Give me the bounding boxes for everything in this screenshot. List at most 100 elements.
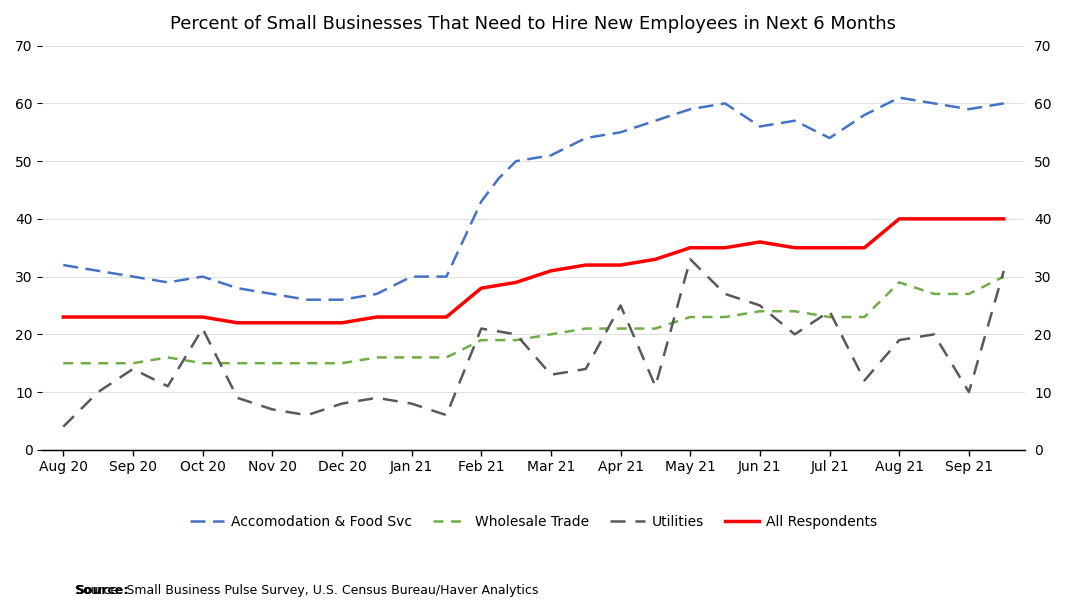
Wholesale Trade: [858, 313, 871, 321]
Legend: Accomodation & Food Svc, Wholesale Trade, Utilities, All Respondents: Accomodation & Food Svc, Wholesale Trade…: [185, 509, 882, 534]
Utilities: [684, 256, 697, 263]
Line: All Respondents: All Respondents: [63, 219, 1004, 323]
All Respondents: [649, 256, 662, 263]
Utilities: [266, 406, 278, 413]
Wholesale Trade: [440, 354, 452, 361]
Accomodation & Food Svc: [544, 152, 557, 159]
Accomodation & Food Svc: [858, 112, 871, 119]
Wholesale Trade: [962, 290, 975, 298]
Accomodation & Food Svc: [492, 175, 505, 182]
All Respondents: [127, 313, 140, 321]
Accomodation & Food Svc: [266, 290, 278, 298]
Wholesale Trade: [475, 336, 488, 344]
All Respondents: [57, 313, 69, 321]
Wholesale Trade: [753, 308, 766, 315]
Utilities: [998, 267, 1010, 275]
Accomodation & Food Svc: [232, 284, 244, 291]
Wholesale Trade: [370, 354, 383, 361]
Utilities: [370, 395, 383, 402]
Wholesale Trade: [196, 359, 209, 367]
Accomodation & Food Svc: [998, 100, 1010, 107]
All Respondents: [301, 319, 314, 327]
All Respondents: [510, 279, 523, 286]
All Respondents: [719, 244, 732, 251]
Accomodation & Food Svc: [893, 94, 906, 101]
Utilities: [127, 365, 140, 373]
Wholesale Trade: [579, 325, 592, 332]
Utilities: [335, 400, 348, 407]
Wholesale Trade: [615, 325, 627, 332]
Accomodation & Food Svc: [127, 273, 140, 280]
Accomodation & Food Svc: [649, 117, 662, 124]
Utilities: [753, 302, 766, 309]
Wholesale Trade: [789, 308, 801, 315]
Utilities: [161, 382, 174, 390]
Utilities: [579, 365, 592, 373]
All Respondents: [335, 319, 348, 327]
All Respondents: [196, 313, 209, 321]
All Respondents: [544, 267, 557, 275]
All Respondents: [823, 244, 835, 251]
Utilities: [927, 331, 940, 338]
Utilities: [196, 325, 209, 332]
Utilities: [823, 308, 835, 315]
All Respondents: [789, 244, 801, 251]
Accomodation & Food Svc: [335, 296, 348, 304]
Utilities: [649, 382, 662, 390]
Wholesale Trade: [335, 359, 348, 367]
Wholesale Trade: [823, 313, 835, 321]
All Respondents: [266, 319, 278, 327]
Wholesale Trade: [232, 359, 244, 367]
All Respondents: [858, 244, 871, 251]
Accomodation & Food Svc: [92, 267, 105, 275]
Utilities: [858, 377, 871, 384]
All Respondents: [440, 313, 452, 321]
All Respondents: [161, 313, 174, 321]
All Respondents: [962, 215, 975, 222]
Utilities: [57, 423, 69, 430]
Accomodation & Food Svc: [57, 261, 69, 268]
All Respondents: [615, 261, 627, 268]
All Respondents: [684, 244, 697, 251]
All Respondents: [927, 215, 940, 222]
Utilities: [475, 325, 488, 332]
Accomodation & Food Svc: [753, 123, 766, 130]
Accomodation & Food Svc: [579, 135, 592, 142]
Wholesale Trade: [266, 359, 278, 367]
Title: Percent of Small Businesses That Need to Hire New Employees in Next 6 Months: Percent of Small Businesses That Need to…: [171, 15, 896, 33]
Accomodation & Food Svc: [962, 105, 975, 113]
Accomodation & Food Svc: [510, 158, 523, 165]
Wholesale Trade: [927, 290, 940, 298]
Accomodation & Food Svc: [719, 100, 732, 107]
Utilities: [510, 331, 523, 338]
All Respondents: [405, 313, 418, 321]
Wholesale Trade: [92, 359, 105, 367]
Line: Accomodation & Food Svc: Accomodation & Food Svc: [63, 98, 1004, 300]
Utilities: [301, 411, 314, 419]
Line: Utilities: Utilities: [63, 259, 1004, 427]
Wholesale Trade: [684, 313, 697, 321]
Accomodation & Food Svc: [789, 117, 801, 124]
Wholesale Trade: [893, 279, 906, 286]
Accomodation & Food Svc: [405, 273, 418, 280]
Utilities: [232, 395, 244, 402]
All Respondents: [370, 313, 383, 321]
All Respondents: [475, 284, 488, 291]
Wholesale Trade: [57, 359, 69, 367]
All Respondents: [893, 215, 906, 222]
Utilities: [615, 302, 627, 309]
Utilities: [544, 371, 557, 378]
Wholesale Trade: [301, 359, 314, 367]
Accomodation & Food Svc: [301, 296, 314, 304]
Wholesale Trade: [649, 325, 662, 332]
Wholesale Trade: [161, 354, 174, 361]
All Respondents: [753, 238, 766, 245]
Accomodation & Food Svc: [475, 198, 488, 205]
Wholesale Trade: [998, 273, 1010, 280]
All Respondents: [232, 319, 244, 327]
Accomodation & Food Svc: [927, 100, 940, 107]
Utilities: [893, 336, 906, 344]
Accomodation & Food Svc: [615, 128, 627, 136]
Text: Source: Small Business Pulse Survey, U.S. Census Bureau/Haver Analytics: Source: Small Business Pulse Survey, U.S…: [75, 584, 538, 597]
Utilities: [92, 388, 105, 396]
